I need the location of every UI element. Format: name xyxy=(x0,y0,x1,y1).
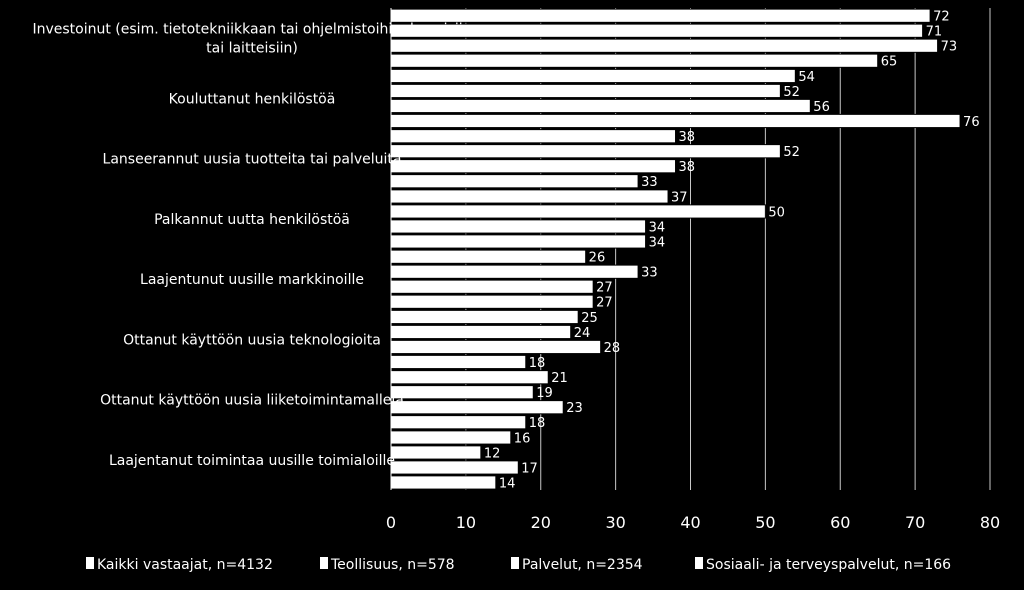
bar xyxy=(390,53,879,68)
data-label: 21 xyxy=(551,371,568,386)
x-tick-label: 20 xyxy=(531,513,551,532)
bar xyxy=(390,98,811,114)
legend-swatch xyxy=(320,557,328,569)
bar xyxy=(390,309,579,325)
bar xyxy=(390,430,512,445)
category-label: Lanseerannut uusia tuotteita tai palvelu… xyxy=(103,152,402,168)
category-label-line: tai laitteisiin) xyxy=(206,41,298,57)
x-tick-label: 0 xyxy=(386,513,396,532)
data-label: 34 xyxy=(649,220,666,235)
category-label: Investoinut (esim. tietotekniikkaan tai … xyxy=(32,22,471,57)
legend-swatch xyxy=(695,557,703,569)
category-label: Ottanut käyttöön uusia liiketoimintamall… xyxy=(100,393,404,409)
data-label: 28 xyxy=(604,341,621,356)
legend-label: Palvelut, n=2354 xyxy=(522,557,643,573)
category-label: Palkannut uutta henkilöstöä xyxy=(154,212,350,228)
data-label: 33 xyxy=(641,266,658,281)
category-label: Laajentunut uusille markkinoille xyxy=(140,272,364,288)
bar xyxy=(390,159,677,174)
category-label: Laajentanut toimintaa uusille toimialoil… xyxy=(109,453,395,469)
category-label: Kouluttanut henkilöstöä xyxy=(169,91,336,107)
bar xyxy=(390,144,781,159)
bar xyxy=(390,279,594,294)
x-tick-label: 70 xyxy=(905,513,925,532)
bar xyxy=(390,400,564,415)
legend-swatch xyxy=(511,557,519,569)
data-label: 18 xyxy=(529,356,546,371)
data-label: 12 xyxy=(484,446,501,461)
bar xyxy=(390,415,527,430)
data-label: 34 xyxy=(649,235,666,250)
bar xyxy=(390,324,572,340)
data-label: 54 xyxy=(798,70,815,85)
data-label: 71 xyxy=(926,25,943,40)
category-label: Ottanut käyttöön uusia teknologioita xyxy=(123,332,381,348)
bar xyxy=(390,460,519,475)
data-label: 19 xyxy=(536,386,553,401)
data-label: 72 xyxy=(933,10,950,25)
bar xyxy=(390,445,482,460)
bar xyxy=(390,354,527,370)
bar xyxy=(390,264,639,279)
bar xyxy=(390,174,639,189)
bar xyxy=(390,385,534,400)
bar xyxy=(390,219,647,234)
bar xyxy=(390,234,647,249)
legend-label: Sosiaali- ja terveyspalvelut, n=166 xyxy=(706,557,951,573)
legend-label: Teollisuus, n=578 xyxy=(330,557,455,573)
bar xyxy=(390,339,602,355)
legend-swatch xyxy=(86,557,94,569)
bar xyxy=(390,204,766,219)
x-tick-label: 80 xyxy=(980,513,1000,532)
data-label: 18 xyxy=(529,416,546,431)
x-tick-label: 30 xyxy=(605,513,625,532)
bar xyxy=(390,249,587,264)
data-label: 37 xyxy=(671,190,688,205)
data-label: 26 xyxy=(589,251,606,266)
x-tick-label: 60 xyxy=(830,513,850,532)
data-label: 24 xyxy=(574,326,591,341)
category-label-line: Palkannut uutta henkilöstöä xyxy=(154,212,350,228)
data-label: 52 xyxy=(783,85,800,100)
data-label: 16 xyxy=(514,431,531,446)
bar xyxy=(390,189,669,204)
data-label: 38 xyxy=(679,130,696,145)
data-label: 38 xyxy=(679,160,696,175)
data-label: 73 xyxy=(941,40,958,55)
category-label-line: Kouluttanut henkilöstöä xyxy=(169,91,336,107)
data-label: 50 xyxy=(768,205,785,220)
category-label-line: Laajentanut toimintaa uusille toimialoil… xyxy=(109,453,395,469)
bar xyxy=(390,113,961,129)
data-label: 56 xyxy=(813,100,830,115)
bar xyxy=(390,294,594,309)
data-label: 17 xyxy=(521,461,538,476)
data-label: 25 xyxy=(581,311,598,326)
data-label: 65 xyxy=(881,55,898,70)
data-label: 76 xyxy=(963,115,980,130)
bar xyxy=(390,68,796,84)
data-label: 27 xyxy=(596,281,613,296)
category-label-line: Laajentunut uusille markkinoille xyxy=(140,272,364,288)
data-label: 23 xyxy=(566,401,583,416)
bar xyxy=(390,370,549,385)
bar xyxy=(390,475,497,490)
bar xyxy=(390,38,939,53)
x-tick-label: 40 xyxy=(680,513,700,532)
data-label: 14 xyxy=(499,476,516,491)
bar xyxy=(390,8,931,23)
data-label: 33 xyxy=(641,175,658,190)
x-tick-label: 10 xyxy=(456,513,476,532)
bar xyxy=(390,129,677,144)
category-label-line: Ottanut käyttöön uusia liiketoimintamall… xyxy=(100,393,404,409)
category-label-line: Investoinut (esim. tietotekniikkaan tai … xyxy=(32,22,471,38)
legend-label: Kaikki vastaajat, n=4132 xyxy=(97,557,273,573)
x-tick-label: 50 xyxy=(755,513,775,532)
category-label-line: Ottanut käyttöön uusia teknologioita xyxy=(123,332,381,348)
bar xyxy=(390,83,781,99)
data-label: 27 xyxy=(596,296,613,311)
data-label: 52 xyxy=(783,145,800,160)
category-label-line: Lanseerannut uusia tuotteita tai palvelu… xyxy=(103,152,402,168)
